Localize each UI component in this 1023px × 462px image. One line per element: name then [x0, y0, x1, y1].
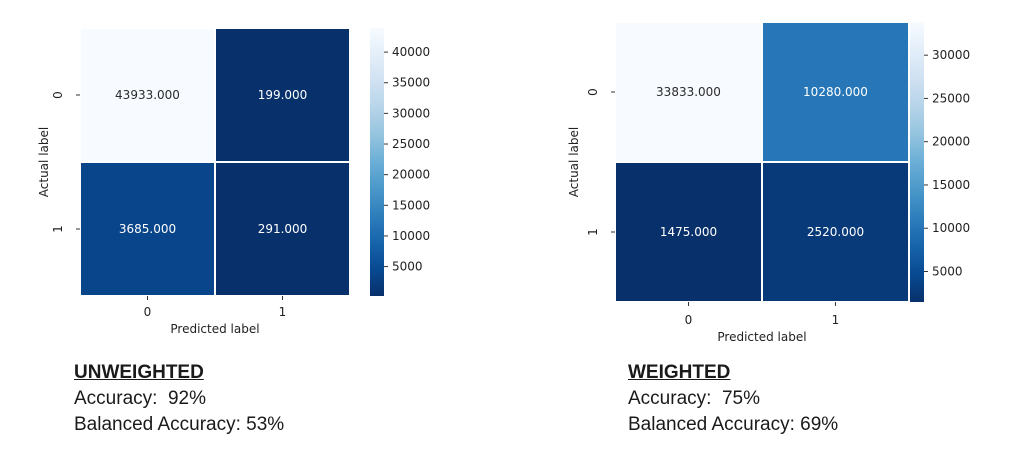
unweighted-balanced-accuracy: Balanced Accuracy: 53% [74, 414, 285, 435]
weighted-x-axis-title: Predicted label [717, 330, 806, 344]
unweighted-confusion-matrix: 43933.000 199.000 3685.000 291.000 0 1 0 1 Predi… [37, 27, 430, 336]
unweighted-colorbar-tick-5: 30000 [392, 106, 430, 120]
weighted-caption: WEIGHTED Accuracy: 75% Balanced Accuracy… [628, 360, 838, 438]
weighted-cell-label-1-1: 2520.000 [807, 225, 864, 239]
unweighted-y-tick-0: 0 [51, 91, 65, 99]
unweighted-cell-label-0-1: 199.000 [258, 88, 308, 102]
unweighted-cell-label-1-1: 291.000 [258, 222, 308, 236]
unweighted-cell-0-1 [214, 27, 351, 163]
weighted-confusion-matrix: 33833.000 10280.000 1475.000 2520.000 0 1 0 1 Pr… [567, 21, 970, 344]
unweighted-colorbar-tick-3: 20000 [392, 168, 430, 182]
weighted-cell-label-0-0: 33833.000 [656, 85, 721, 99]
unweighted-x-tick-1: 1 [279, 305, 287, 319]
unweighted-x-axis-title: Predicted label [170, 322, 259, 336]
unweighted-cell-0-0 [79, 27, 216, 163]
weighted-colorbar [910, 22, 924, 302]
unweighted-accuracy: Accuracy: 92% [74, 388, 206, 409]
weighted-balanced-accuracy: Balanced Accuracy: 69% [628, 414, 839, 435]
unweighted-heading: UNWEIGHTED [74, 362, 204, 383]
weighted-y-tick-1: 1 [586, 228, 600, 236]
weighted-x-tick-1: 1 [832, 313, 840, 327]
unweighted-colorbar-tick-2: 15000 [392, 198, 430, 212]
unweighted-caption: UNWEIGHTED Accuracy: 92% Balanced Accura… [74, 360, 284, 438]
weighted-heading: WEIGHTED [628, 362, 731, 383]
unweighted-panel: 43933.000 199.000 3685.000 291.000 0 1 0 1 Predi… [0, 0, 500, 462]
unweighted-cell-label-1-0: 3685.000 [119, 222, 176, 236]
weighted-cell-label-1-0: 1475.000 [660, 225, 717, 239]
unweighted-cell-1-0 [79, 161, 216, 297]
weighted-y-axis-title: Actual label [567, 127, 581, 197]
unweighted-x-tick-0: 0 [144, 305, 152, 319]
weighted-cell-1-0 [614, 161, 763, 303]
unweighted-colorbar [370, 28, 384, 296]
weighted-colorbar-tick-1: 10000 [932, 221, 970, 235]
unweighted-colorbar-tick-0: 5000 [392, 260, 423, 274]
weighted-colorbar-tick-0: 5000 [932, 264, 963, 278]
weighted-cell-1-1 [761, 161, 910, 303]
weighted-x-tick-0: 0 [685, 313, 693, 327]
weighted-colorbar-tick-3: 20000 [932, 135, 970, 149]
weighted-cell-label-0-1: 10280.000 [803, 85, 868, 99]
unweighted-colorbar-tick-7: 40000 [392, 45, 430, 59]
weighted-panel: 33833.000 10280.000 1475.000 2520.000 0 1 0 1 Pr… [520, 0, 1023, 462]
weighted-colorbar-tick-2: 15000 [932, 178, 970, 192]
unweighted-cell-label-0-0: 43933.000 [115, 88, 180, 102]
unweighted-colorbar-tick-4: 25000 [392, 137, 430, 151]
weighted-y-tick-0: 0 [586, 88, 600, 96]
unweighted-y-tick-1: 1 [51, 225, 65, 233]
weighted-accuracy: Accuracy: 75% [628, 388, 760, 409]
unweighted-cell-1-1 [214, 161, 351, 297]
unweighted-colorbar-tick-6: 35000 [392, 76, 430, 90]
weighted-colorbar-tick-5: 30000 [932, 48, 970, 62]
unweighted-y-axis-title: Actual label [37, 127, 51, 197]
weighted-colorbar-tick-4: 25000 [932, 91, 970, 105]
unweighted-colorbar-tick-1: 10000 [392, 229, 430, 243]
